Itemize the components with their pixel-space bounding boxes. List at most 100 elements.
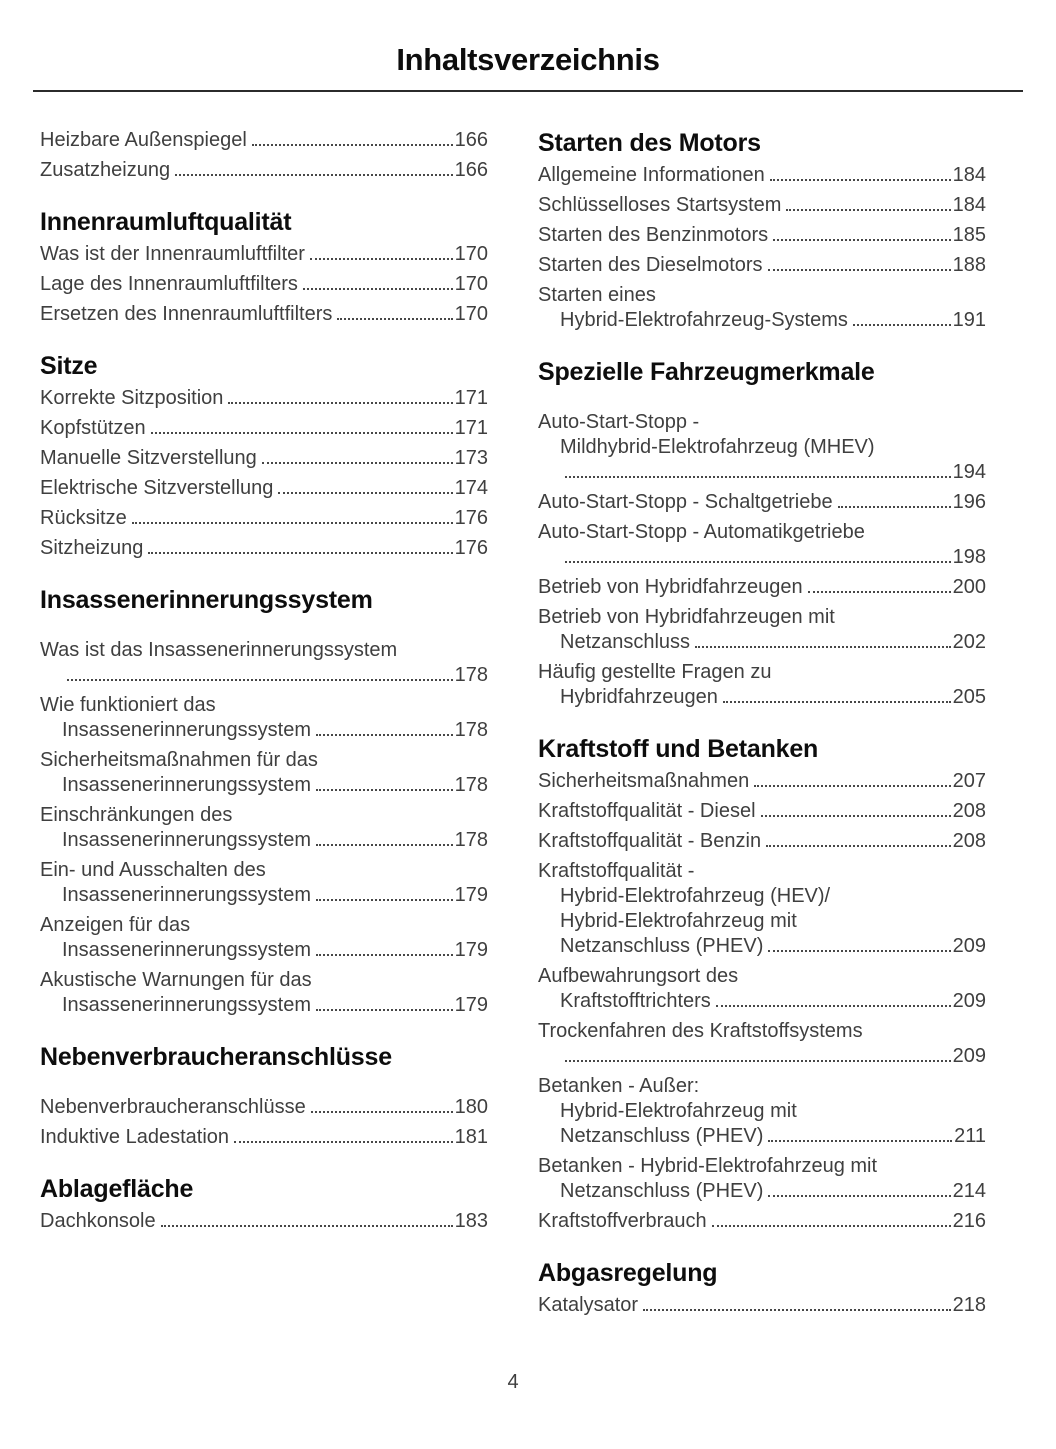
toc-entry: Lage des Innenraumluftfilters 170 <box>40 272 488 297</box>
entry-leader-line: Elektrische Sitzverstellung 174 <box>40 476 488 501</box>
dot-leader <box>337 316 453 320</box>
entry-leader-line: Netzanschluss (PHEV) 211 <box>538 1124 986 1149</box>
toc-entry: Starten des Dieselmotors 188 <box>538 253 986 278</box>
section-title: Starten des Motors <box>538 129 761 157</box>
entry-leader-line: Manuelle Sitzverstellung 173 <box>40 446 488 471</box>
entry-page-number: 179 <box>454 994 488 1016</box>
entry-page-number: 166 <box>454 159 488 181</box>
dot-leader <box>316 842 453 846</box>
dot-leader <box>715 1003 951 1007</box>
entry-leader-line: Kraftstoffqualität - Benzin 208 <box>538 829 986 854</box>
toc-entry: Auto-Start-Stopp - Automatikgetriebe 198 <box>538 520 986 570</box>
toc-entry: Auto-Start-Stopp - Mildhybrid-Elektrofahr… <box>538 410 986 485</box>
entry-leader-line: 178 <box>40 663 488 688</box>
entry-leader-line: Heizbare Außenspiegel 166 <box>40 128 488 153</box>
entry-page-number: 200 <box>952 576 986 598</box>
toc-entry: Schlüsselloses Startsystem 184 <box>538 193 986 218</box>
entry-page-number: 178 <box>454 829 488 851</box>
entry-text-line: Betanken - Hybrid-Elektrofahrzeug mit <box>538 1155 878 1177</box>
entry-label: Katalysator <box>538 1294 639 1316</box>
entry-leader-line: Netzanschluss (PHEV) 209 <box>538 934 986 959</box>
section-title: Kraftstoff und Betanken <box>538 735 819 763</box>
toc-entry: Starten eines Hybrid-Elektrofahrzeug-Syst… <box>538 283 986 333</box>
entry-leader-line: Nebenverbraucheranschlüsse 180 <box>40 1095 488 1120</box>
header-divider <box>33 90 1023 92</box>
entry-page-number: 183 <box>454 1210 488 1232</box>
entry-page-number: 174 <box>454 477 488 499</box>
entry-label: Schlüsselloses Startsystem <box>538 194 782 216</box>
entry-text-line: Betanken - Außer: <box>538 1075 700 1097</box>
entry-page-number: 188 <box>952 254 986 276</box>
toc-section: Nebenverbraucheranschlüsse Nebenverbrauch… <box>40 1042 488 1150</box>
section-title: Ablagefläche <box>40 1175 194 1203</box>
toc-entry: Auto-Start-Stopp - Schaltgetriebe 196 <box>538 490 986 515</box>
page-number: 4 <box>507 1371 519 1393</box>
section-title: Spezielle Fahrzeugmerkmale <box>538 358 875 386</box>
entry-label: Insassenerinnerungssystem <box>62 884 312 906</box>
entry-text-line: Betrieb von Hybridfahrzeugen mit <box>538 606 835 628</box>
dot-leader <box>773 237 951 241</box>
dot-leader <box>768 1193 951 1197</box>
dot-leader <box>131 520 453 524</box>
entry-leader-line: Auto-Start-Stopp - Schaltgetriebe 196 <box>538 490 986 515</box>
entry-text-line: Hybrid-Elektrofahrzeug (HEV)/ <box>560 885 831 907</box>
entry-page-number: 208 <box>952 830 986 852</box>
dot-leader <box>175 172 453 176</box>
toc-entry: Betanken - Hybrid-Elektrofahrzeug mit Net… <box>538 1154 986 1204</box>
entry-text-line: Anzeigen für das <box>40 914 191 936</box>
dot-leader <box>807 589 951 593</box>
dot-leader <box>316 1007 453 1011</box>
toc-section: Insassenerinnerungssystem Was ist das Ins… <box>40 585 488 1018</box>
entry-leader-line: Starten des Dieselmotors 188 <box>538 253 986 278</box>
entry-leader-line: Betrieb von Hybridfahrzeugen 200 <box>538 575 986 600</box>
dot-leader <box>316 897 453 901</box>
entry-page-number: 176 <box>454 537 488 559</box>
entry-leader-line: Sitzheizung 176 <box>40 536 488 561</box>
entry-page-number: 207 <box>952 770 986 792</box>
toc-section: Spezielle Fahrzeugmerkmale Auto-Start-Sto… <box>538 357 986 710</box>
section-title: Abgasregelung <box>538 1259 718 1287</box>
entry-label: Kraftstofftrichters <box>560 990 711 1012</box>
dot-leader <box>310 1109 453 1113</box>
toc-entry: Wie funktioniert das Insassenerinnerungss… <box>40 693 488 743</box>
entry-page-number: 209 <box>952 1045 986 1067</box>
dot-leader <box>148 550 453 554</box>
entry-page-number: 181 <box>454 1126 488 1148</box>
dot-leader <box>316 952 453 956</box>
entry-label: Kraftstoffqualität - Diesel <box>538 800 756 822</box>
entry-text-line: Sicherheitsmaßnahmen für das <box>40 749 318 771</box>
entry-leader-line: Netzanschluss (PHEV) 214 <box>538 1179 986 1204</box>
entry-label: Korrekte Sitzposition <box>40 387 224 409</box>
entry-page-number: 179 <box>454 884 488 906</box>
section-title: Nebenverbraucheranschlüsse <box>40 1043 392 1071</box>
entry-page-number: 171 <box>454 387 488 409</box>
entry-text-line: Mildhybrid-Elektrofahrzeug (MHEV) <box>560 436 875 458</box>
toc-entry: Sicherheitsmaßnahmen 207 <box>538 769 986 794</box>
toc-entry: Kraftstoffqualität - Hybrid-Elektrofahrze… <box>538 859 986 959</box>
dot-leader <box>760 813 951 817</box>
entry-page-number: 176 <box>454 507 488 529</box>
entry-leader-line: Kraftstoffqualität - Diesel 208 <box>538 799 986 824</box>
entry-leader-line: Rücksitze 176 <box>40 506 488 531</box>
entry-text-line: Auto-Start-Stopp - Automatikgetriebe <box>538 521 865 543</box>
toc-columns: Heizbare Außenspiegel 166 Zusatzheizung 166… <box>40 128 986 1323</box>
entry-page-number: 218 <box>952 1294 986 1316</box>
toc-section: Sitze Korrekte Sitzposition 171 Kopfstützen… <box>40 351 488 561</box>
entry-leader-line: Ersetzen des Innenraumluftfilters 170 <box>40 302 488 327</box>
toc-entry: Was ist der Innenraumluftfilter 170 <box>40 242 488 267</box>
entry-page-number: 202 <box>952 631 986 653</box>
entry-label: Hybridfahrzeugen <box>560 686 718 708</box>
entry-label: Allgemeine Informationen <box>538 164 765 186</box>
entry-label: Dachkonsole <box>40 1210 156 1232</box>
entry-label: Sitzheizung <box>40 537 144 559</box>
toc-column-left: Heizbare Außenspiegel 166 Zusatzheizung 166… <box>40 128 488 1323</box>
dot-leader <box>786 207 951 211</box>
dot-leader <box>852 322 951 326</box>
entry-leader-line: Netzanschluss 202 <box>538 630 986 655</box>
entry-leader-line: Kraftstofftrichters 209 <box>538 989 986 1014</box>
entry-label: Starten des Dieselmotors <box>538 254 763 276</box>
toc-entry: Korrekte Sitzposition 171 <box>40 386 488 411</box>
toc-section: Kraftstoff und Betanken Sicherheitsmaßnah… <box>538 734 986 1234</box>
entry-page-number: 209 <box>952 990 986 1012</box>
entry-leader-line: Insassenerinnerungssystem 178 <box>40 773 488 798</box>
